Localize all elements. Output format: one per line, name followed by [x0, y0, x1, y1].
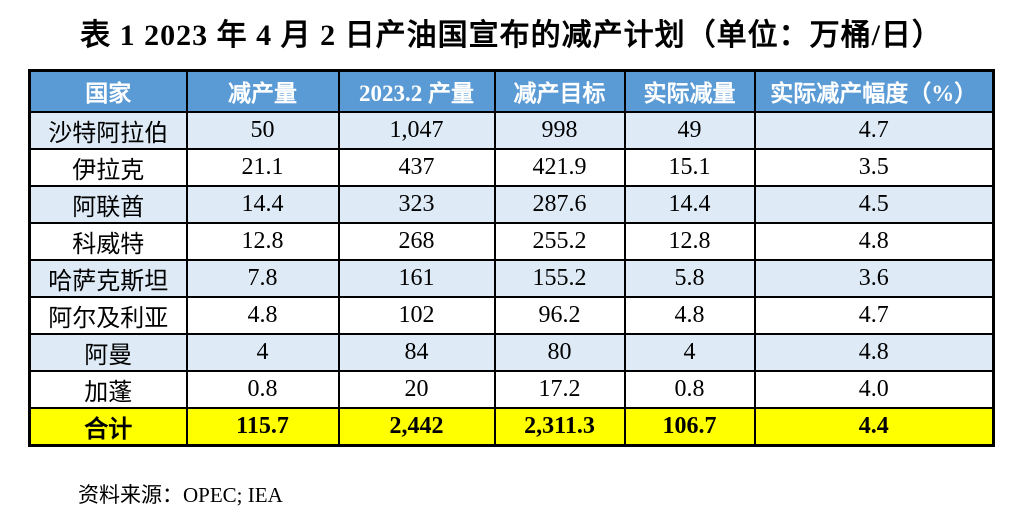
- value-cell: 4.4: [753, 406, 995, 446]
- table-row: 哈萨克斯坦 7.8 161 155.2 5.8 3.6: [28, 258, 995, 298]
- value-cell: 2,311.3: [493, 406, 626, 446]
- value-cell: 0.8: [623, 369, 756, 409]
- value-cell: 421.9: [493, 147, 626, 187]
- value-cell: 106.7: [623, 406, 756, 446]
- table-body: 沙特阿拉伯 50 1,047 998 49 4.7 伊拉克 21.1 437 421.9 15.1 3…: [28, 110, 995, 446]
- value-cell: 14.4: [185, 184, 340, 224]
- value-cell: 3.5: [753, 147, 995, 187]
- value-cell: 102: [337, 295, 496, 335]
- country-cell: 伊拉克: [28, 147, 188, 187]
- source-note: 资料来源：OPEC; IEA: [78, 482, 283, 507]
- value-cell: 4.8: [753, 332, 995, 372]
- value-cell: 12.8: [185, 221, 340, 261]
- value-cell: 49: [623, 110, 756, 150]
- table-header: 国家 减产量 2023.2 产量 减产目标 实际减量 实际减产幅度（%）: [28, 69, 995, 113]
- column-header-actual-cut-pct: 实际减产幅度（%）: [753, 69, 995, 113]
- country-cell: 加蓬: [28, 369, 188, 409]
- value-cell: 14.4: [623, 184, 756, 224]
- value-cell: 4.8: [185, 295, 340, 335]
- value-cell: 323: [337, 184, 496, 224]
- value-cell: 0.8: [185, 369, 340, 409]
- table-row: 沙特阿拉伯 50 1,047 998 49 4.7: [28, 110, 995, 150]
- column-header-feb-production: 2023.2 产量: [337, 69, 496, 113]
- value-cell: 115.7: [185, 406, 340, 446]
- column-header-country: 国家: [28, 69, 188, 113]
- value-cell: 4.7: [753, 295, 995, 335]
- column-header-cut-target: 减产目标: [493, 69, 626, 113]
- country-cell: 阿曼: [28, 332, 188, 372]
- table-row: 阿联酋 14.4 323 287.6 14.4 4.5: [28, 184, 995, 224]
- value-cell: 4.8: [623, 295, 756, 335]
- country-cell: 沙特阿拉伯: [28, 110, 188, 150]
- country-cell: 阿尔及利亚: [28, 295, 188, 335]
- header-row: 国家 减产量 2023.2 产量 减产目标 实际减量 实际减产幅度（%）: [28, 69, 995, 113]
- column-header-actual-cut: 实际减量: [623, 69, 756, 113]
- value-cell: 161: [337, 258, 496, 298]
- value-cell: 5.8: [623, 258, 756, 298]
- country-cell: 哈萨克斯坦: [28, 258, 188, 298]
- value-cell: 15.1: [623, 147, 756, 187]
- value-cell: 96.2: [493, 295, 626, 335]
- value-cell: 20: [337, 369, 496, 409]
- value-cell: 437: [337, 147, 496, 187]
- value-cell: 17.2: [493, 369, 626, 409]
- table-row: 阿尔及利亚 4.8 102 96.2 4.8 4.7: [28, 295, 995, 335]
- value-cell: 3.6: [753, 258, 995, 298]
- value-cell: 7.8: [185, 258, 340, 298]
- value-cell: 50: [185, 110, 340, 150]
- value-cell: 4.7: [753, 110, 995, 150]
- value-cell: 4: [185, 332, 340, 372]
- document-page: { "title": "表 1 2023 年 4 月 2 日产油国宣布的减产计划…: [0, 10, 1023, 523]
- value-cell: 998: [493, 110, 626, 150]
- table-row: 阿曼 4 84 80 4 4.8: [28, 332, 995, 372]
- country-cell: 合计: [28, 406, 188, 446]
- value-cell: 155.2: [493, 258, 626, 298]
- value-cell: 268: [337, 221, 496, 261]
- value-cell: 4.5: [753, 184, 995, 224]
- value-cell: 21.1: [185, 147, 340, 187]
- value-cell: 12.8: [623, 221, 756, 261]
- value-cell: 4.0: [753, 369, 995, 409]
- value-cell: 84: [337, 332, 496, 372]
- page-title: 表 1 2023 年 4 月 2 日产油国宣布的减产计划（单位：万桶/日）: [80, 19, 943, 52]
- value-cell: 1,047: [337, 110, 496, 150]
- total-row: 合计 115.7 2,442 2,311.3 106.7 4.4: [28, 406, 995, 446]
- production-cut-table: 国家 减产量 2023.2 产量 减产目标 实际减量 实际减产幅度（%） 沙特阿…: [28, 69, 995, 447]
- country-cell: 科威特: [28, 221, 188, 261]
- table-row: 伊拉克 21.1 437 421.9 15.1 3.5: [28, 147, 995, 187]
- value-cell: 2,442: [337, 406, 496, 446]
- column-header-cut-amount: 减产量: [185, 69, 340, 113]
- value-cell: 287.6: [493, 184, 626, 224]
- value-cell: 4: [623, 332, 756, 372]
- country-cell: 阿联酋: [28, 184, 188, 224]
- table-row: 科威特 12.8 268 255.2 12.8 4.8: [28, 221, 995, 261]
- table-row: 加蓬 0.8 20 17.2 0.8 4.0: [28, 369, 995, 409]
- value-cell: 80: [493, 332, 626, 372]
- value-cell: 255.2: [493, 221, 626, 261]
- value-cell: 4.8: [753, 221, 995, 261]
